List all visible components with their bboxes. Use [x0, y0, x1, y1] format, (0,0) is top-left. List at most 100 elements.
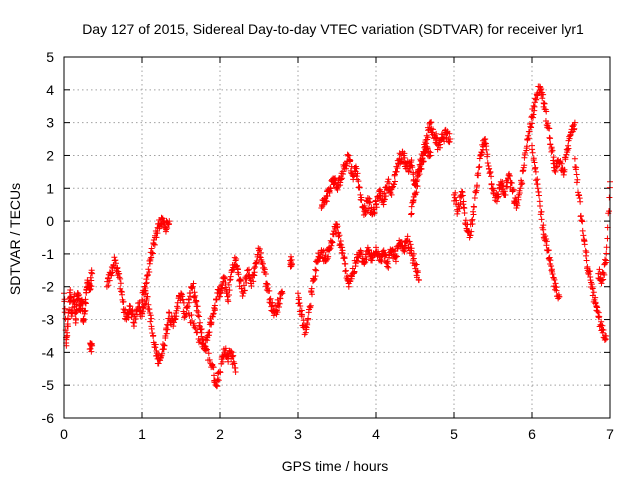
data-point: [558, 160, 565, 167]
data-point: [112, 260, 119, 267]
data-point: [421, 144, 428, 151]
data-point: [565, 145, 572, 152]
data-point: [540, 91, 547, 98]
data-point: [579, 218, 586, 225]
data-point: [429, 131, 436, 138]
data-point: [206, 329, 213, 336]
data-point: [71, 301, 78, 308]
data-point: [590, 289, 597, 296]
data-point: [393, 252, 400, 259]
data-point: [231, 360, 238, 367]
data-point: [453, 197, 460, 204]
data-point: [544, 120, 551, 127]
data-point: [248, 282, 255, 289]
data-point: [538, 208, 545, 215]
data-point: [362, 259, 369, 266]
data-point: [146, 306, 153, 313]
data-point: [547, 141, 554, 148]
data-point: [520, 164, 527, 171]
data-point: [460, 204, 467, 211]
data-point: [401, 242, 408, 249]
data-point: [533, 96, 540, 103]
data-point: [587, 274, 594, 281]
data-point: [214, 376, 221, 383]
data-point: [547, 257, 554, 264]
data-point: [165, 309, 172, 316]
data-point: [199, 343, 206, 350]
data-point: [342, 268, 349, 275]
data-point: [148, 315, 155, 322]
data-point: [210, 310, 217, 317]
data-point: [596, 313, 603, 320]
data-point: [561, 166, 568, 173]
data-point: [398, 156, 405, 163]
data-point: [606, 194, 613, 201]
data-point: [253, 257, 260, 264]
data-point: [228, 348, 235, 355]
data-point: [525, 135, 532, 142]
data-point: [359, 255, 366, 262]
data-point: [72, 315, 79, 322]
data-point: [529, 149, 536, 156]
data-point: [230, 352, 237, 359]
data-point: [508, 179, 515, 186]
data-point: [461, 210, 468, 217]
data-point: [581, 241, 588, 248]
data-point: [331, 180, 338, 187]
data-point: [105, 282, 112, 289]
data-point: [373, 204, 380, 211]
data-point: [193, 298, 200, 305]
data-point: [222, 280, 229, 287]
data-point: [298, 311, 305, 318]
data-point: [64, 329, 71, 336]
data-point: [454, 210, 461, 217]
data-point: [552, 280, 559, 287]
data-point: [335, 233, 342, 240]
data-point: [232, 365, 239, 372]
data-point: [295, 290, 301, 297]
data-point: [405, 167, 412, 174]
data-point: [405, 244, 412, 251]
data-point: [383, 184, 390, 190]
data-point: [258, 249, 265, 256]
data-point: [87, 274, 94, 281]
data-point: [180, 299, 187, 306]
data-point: [139, 310, 146, 317]
data-point: [601, 337, 608, 344]
data-point: [262, 271, 269, 278]
data-point: [583, 257, 590, 264]
data-point: [307, 302, 314, 309]
data-point: [219, 281, 226, 288]
data-point: [276, 304, 283, 311]
data-point: [501, 188, 508, 195]
data-point: [237, 278, 244, 285]
data-point: [600, 276, 607, 283]
data-point: [524, 136, 531, 143]
data-point: [362, 251, 369, 258]
data-point: [309, 291, 316, 298]
data-point: [235, 271, 242, 278]
y-tick-label: 1: [46, 180, 54, 196]
y-tick-label: -6: [42, 410, 55, 426]
data-point: [476, 155, 483, 162]
data-point: [475, 164, 482, 171]
data-point: [458, 193, 465, 200]
data-point: [151, 241, 158, 248]
data-point: [404, 233, 411, 240]
data-point: [566, 135, 573, 142]
data-point: [214, 382, 221, 389]
data-point: [574, 176, 581, 183]
data-point: [304, 321, 311, 328]
data-point: [144, 293, 151, 300]
data-point: [345, 152, 352, 159]
y-tick-label: -3: [42, 312, 55, 328]
x-tick-label: 5: [450, 426, 458, 442]
tick-labels: 0 1 2 3 4 5 6 7 -6 -5 -4 -3 -2 -1 0 1 2 3 4 5: [42, 49, 615, 442]
data-point: [108, 272, 115, 279]
data-point: [323, 198, 330, 205]
data-point: [337, 182, 344, 189]
data-point: [389, 184, 396, 191]
data-point: [266, 296, 273, 303]
y-tick-label: -4: [42, 344, 55, 360]
data-point: [573, 171, 580, 178]
